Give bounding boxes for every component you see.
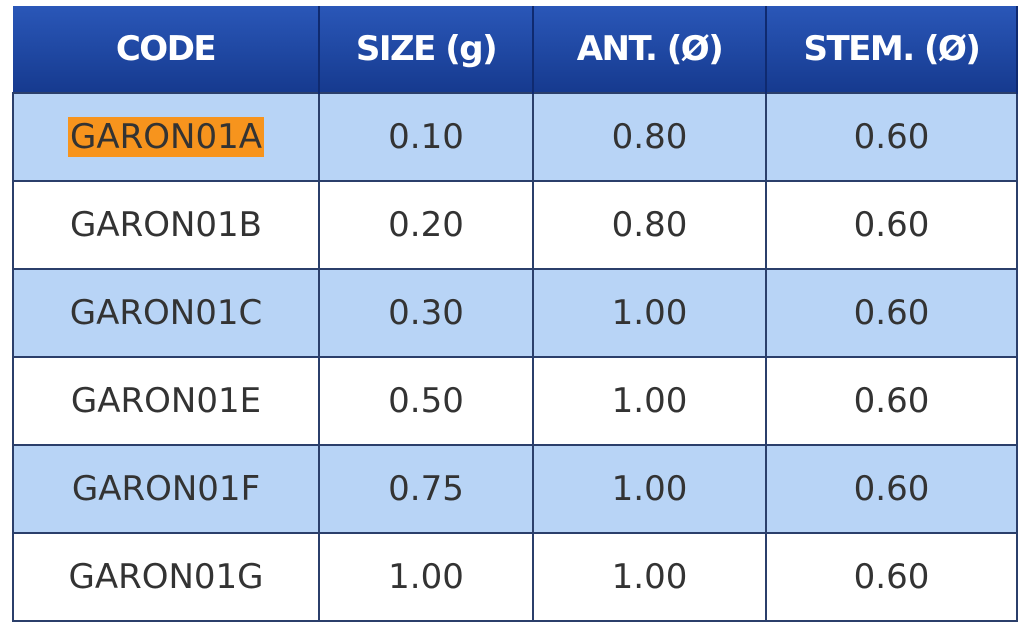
table-cell: 1.00 — [532, 532, 767, 622]
table-cell: 0.20 — [318, 180, 534, 270]
highlighted-code: GARON01A — [68, 117, 264, 157]
table-cell: 0.60 — [765, 92, 1018, 182]
table-cell: 0.80 — [532, 180, 767, 270]
table-row: GARON01F 0.75 1.00 0.60 — [12, 444, 1018, 534]
table-cell: GARON01E — [12, 356, 320, 446]
table-row: GARON01A 0.10 0.80 0.60 — [12, 92, 1018, 182]
table-cell: 1.00 — [532, 444, 767, 534]
table-row: GARON01C 0.30 1.00 0.60 — [12, 268, 1018, 358]
table-cell: GARON01B — [12, 180, 320, 270]
header-row: CODE SIZE (g) ANT. (Ø) STEM. (Ø) — [13, 6, 1018, 93]
header-cell: CODE — [13, 6, 320, 93]
table-cell: 0.60 — [765, 356, 1018, 446]
table-cell: 0.60 — [765, 180, 1018, 270]
spec-table: CODE SIZE (g) ANT. (Ø) STEM. (Ø) GARON01A 0.… — [12, 6, 1018, 622]
table-cell: GARON01C — [12, 268, 320, 358]
table-body: GARON01A 0.10 0.80 0.60 GARON01B 0.20 0.80 0.60… — [12, 92, 1018, 622]
table-cell: GARON01A — [12, 92, 320, 182]
table-wrap: CODE SIZE (g) ANT. (Ø) STEM. (Ø) GARON01A 0.… — [12, 6, 1018, 622]
table-row: GARON01E 0.50 1.00 0.60 — [12, 356, 1018, 446]
header-cell: STEM. (Ø) — [766, 6, 1018, 93]
header-cell: ANT. (Ø) — [533, 6, 767, 93]
table-cell: 0.50 — [318, 356, 534, 446]
table-row: GARON01B 0.20 0.80 0.60 — [12, 180, 1018, 270]
table-row: GARON01G 1.00 1.00 0.60 — [12, 532, 1018, 622]
table-cell: 0.30 — [318, 268, 534, 358]
table-cell: 0.60 — [765, 532, 1018, 622]
table-cell: 0.80 — [532, 92, 767, 182]
table-cell: 0.60 — [765, 444, 1018, 534]
table-cell: 0.10 — [318, 92, 534, 182]
table-cell: 0.75 — [318, 444, 534, 534]
table-cell: 1.00 — [532, 268, 767, 358]
header-cell: SIZE (g) — [319, 6, 534, 93]
table-cell: 0.60 — [765, 268, 1018, 358]
table-cell: 1.00 — [318, 532, 534, 622]
table-cell: 1.00 — [532, 356, 767, 446]
table-cell: GARON01G — [12, 532, 320, 622]
table-cell: GARON01F — [12, 444, 320, 534]
